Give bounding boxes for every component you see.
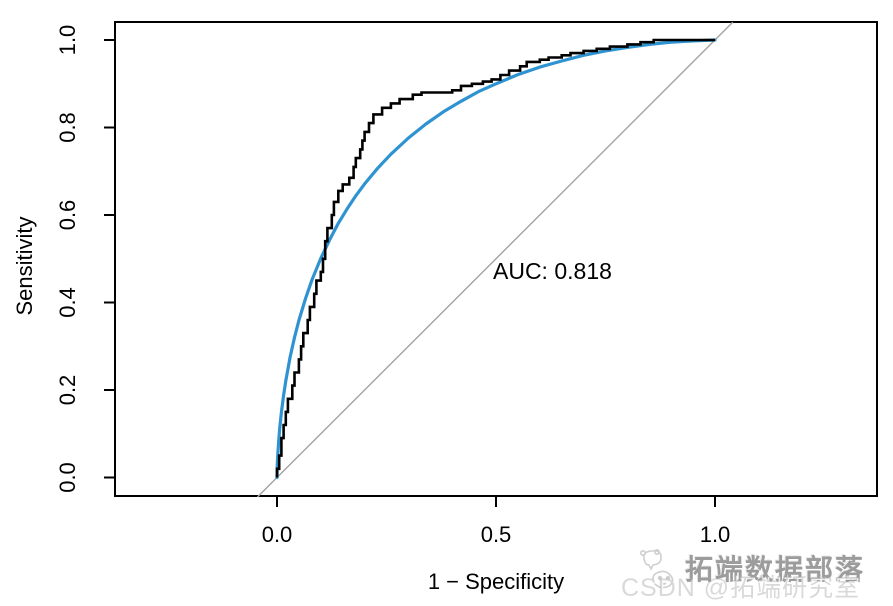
y-axis-label: Sensitivity bbox=[12, 216, 37, 315]
y-tick-label: 0.6 bbox=[55, 200, 80, 231]
y-tick-label: 0.2 bbox=[55, 375, 80, 406]
plot-box bbox=[114, 21, 878, 497]
x-tick-label: 0.0 bbox=[262, 522, 293, 547]
y-tick-label: 0.8 bbox=[55, 112, 80, 143]
y-tick-label: 0.4 bbox=[55, 287, 80, 318]
y-axis-tick-labels: 0.0 0.2 0.4 0.6 0.8 1.0 bbox=[55, 25, 80, 493]
x-tick-label: 1.0 bbox=[700, 522, 731, 547]
x-axis-label: 1 − Specificity bbox=[428, 569, 564, 594]
auc-annotation: AUC: 0.818 bbox=[493, 258, 612, 284]
y-axis-ticks bbox=[104, 39, 114, 479]
x-axis-tick-labels: 0.0 0.5 1.0 bbox=[262, 522, 731, 547]
y-tick-label: 0.0 bbox=[55, 462, 80, 493]
smoothed-roc-curve bbox=[275, 38, 717, 480]
x-tick-label: 0.5 bbox=[481, 522, 512, 547]
x-axis-ticks bbox=[276, 497, 716, 507]
empirical-roc-curve bbox=[275, 38, 715, 478]
chance-diagonal-line bbox=[257, 21, 734, 498]
y-tick-label: 1.0 bbox=[55, 25, 80, 56]
